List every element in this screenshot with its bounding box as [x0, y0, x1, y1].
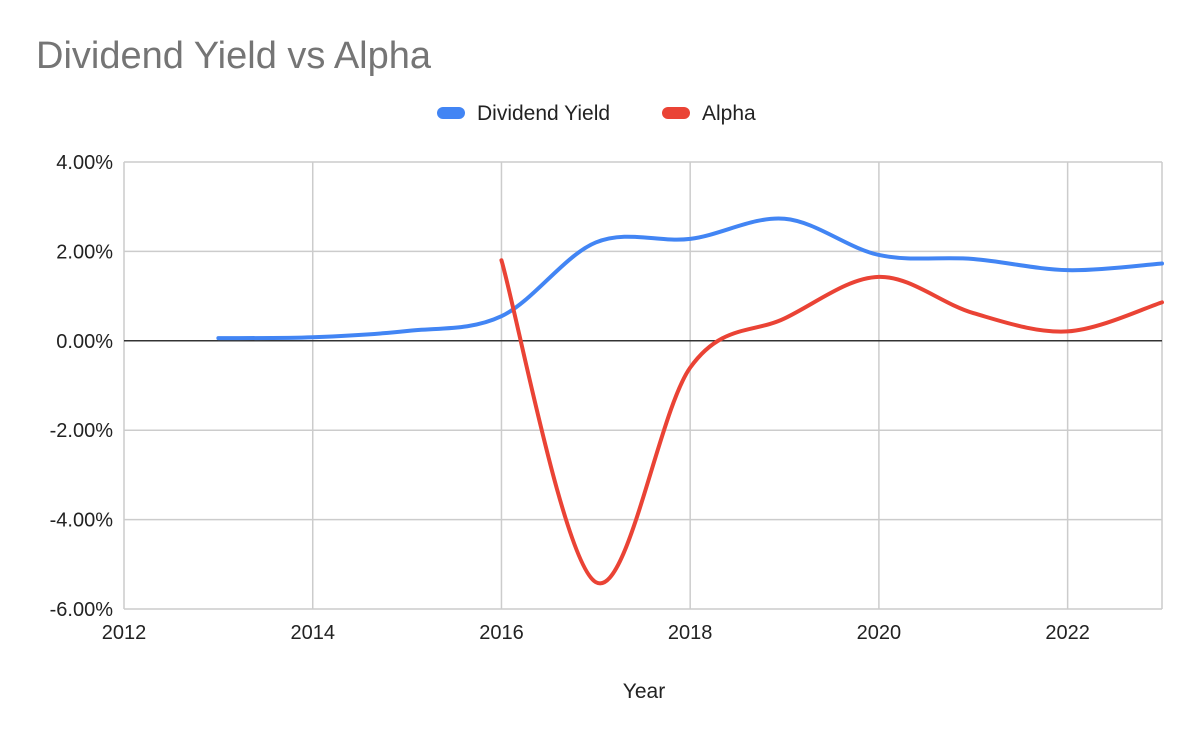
- grid-lines: [123, 161, 1163, 610]
- series-line-alpha: [499, 258, 1164, 586]
- legend-label-dividend-yield: Dividend Yield: [477, 102, 610, 125]
- x-tick-label: 2018: [668, 622, 713, 644]
- y-axis-ticks: -6.00% -4.00% -2.00% 0.00% 2.00% 4.00%: [50, 152, 114, 621]
- y-tick-label: -4.00%: [50, 510, 114, 532]
- legend-swatch-dividend-yield: [437, 107, 465, 119]
- y-tick-label: 2.00%: [56, 241, 113, 263]
- x-tick-label: 2016: [479, 622, 524, 644]
- series-layer: [216, 216, 1164, 586]
- x-axis-ticks: 2012 2014 2016 2018 2020 2022: [102, 622, 1090, 644]
- y-tick-label: 0.00%: [56, 331, 113, 353]
- x-tick-label: 2014: [290, 622, 335, 644]
- x-tick-label: 2020: [857, 622, 902, 644]
- y-tick-label: -2.00%: [50, 420, 114, 442]
- series-line-dividend-yield: [216, 216, 1164, 341]
- legend-label-alpha: Alpha: [702, 102, 756, 125]
- y-tick-label: -6.00%: [50, 599, 114, 621]
- y-tick-label: 4.00%: [56, 152, 113, 174]
- x-tick-label: 2022: [1045, 622, 1090, 644]
- x-tick-label: 2012: [102, 622, 147, 644]
- x-axis-title: Year: [623, 680, 665, 703]
- legend: Dividend Yield Alpha: [437, 102, 756, 125]
- chart-title: Dividend Yield vs Alpha: [36, 35, 432, 77]
- legend-swatch-alpha: [662, 107, 690, 119]
